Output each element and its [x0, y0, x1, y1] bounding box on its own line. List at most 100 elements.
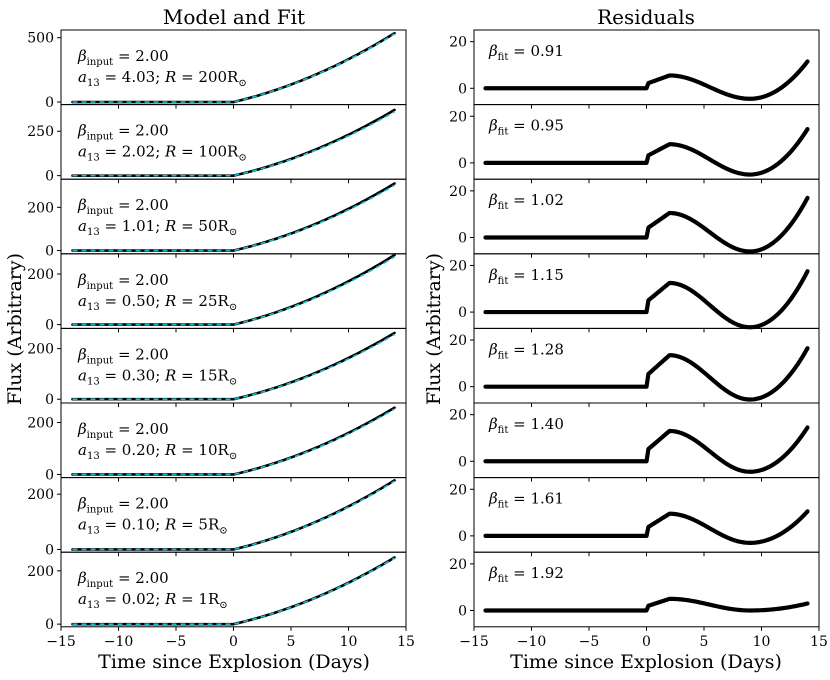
right-panel-1-ytick-label: 20 — [449, 35, 467, 51]
right-panel-6-ytick-label: 0 — [458, 454, 467, 470]
model-fit-panel-2-annotation-line-2: a13 = 2.02; R = 100R⊙ — [78, 143, 247, 164]
left-y-axis-label: Flux (Arbitrary) — [4, 253, 26, 405]
residual-panel-1: 0 20 βfit = 0.91 — [449, 29, 820, 109]
residual-panel-2: 0 20 βfit = 0.95 — [449, 104, 820, 184]
residual-line-3 — [483, 195, 810, 254]
left-panel-8-ytick-label: 200 — [27, 564, 54, 580]
model-fit-panel-8-annotation-line-1: βinput = 2.00 — [77, 569, 169, 590]
residual-line-2 — [483, 126, 810, 177]
left-xtick-label: −15 — [46, 634, 76, 650]
residual-panel-3: 0 20 βfit = 1.02 — [449, 178, 820, 258]
model-fit-panel-6-annotation-line-2: a13 = 0.20; R = 10R⊙ — [78, 441, 237, 462]
model-fit-panel-3-annotation-line-2: a13 = 1.01; R = 50R⊙ — [78, 217, 237, 238]
residual-line-8 — [483, 596, 810, 613]
left-panel-1-ytick-label: 500 — [27, 31, 54, 47]
right-x-axis-label: Time since Explosion (Days) — [510, 651, 782, 673]
fit-line-2 — [72, 111, 395, 177]
model-fit-panel-7-annotation-line-1: βinput = 2.00 — [77, 495, 169, 516]
residual-panel-5-annotation-line-1: βfit = 1.28 — [488, 340, 564, 361]
model-line-2 — [71, 108, 396, 177]
model-line-5 — [71, 331, 396, 401]
model-line-3 — [71, 182, 396, 252]
residual-panel-4-annotation-line-1: βfit = 1.15 — [488, 266, 564, 287]
residual-panel-4: 0 20 βfit = 1.15 — [449, 253, 820, 333]
model-line-8 — [71, 556, 396, 626]
left-panel-8-ytick-label: 0 — [45, 617, 54, 633]
model-fit-panel-3-annotation-line-1: βinput = 2.00 — [77, 196, 169, 217]
right-xtick-label: 15 — [810, 634, 828, 650]
model-line-1 — [71, 31, 396, 104]
residual-panel-7-annotation-line-1: βfit = 1.61 — [488, 490, 564, 511]
left-panel-3-ytick-label: 0 — [45, 244, 54, 260]
model-fit-panel-1-annotation-line-1: βinput = 2.00 — [77, 47, 169, 68]
residual-panel-7: 0 20 βfit = 1.61 — [449, 477, 820, 557]
fit-line-8 — [72, 557, 395, 625]
model-line-4 — [71, 253, 396, 326]
residual-panel-3-annotation-line-1: βfit = 1.02 — [488, 191, 564, 212]
model-line-6 — [71, 406, 396, 476]
right-xtick-label: −15 — [459, 634, 489, 650]
residual-panel-8-annotation-line-1: βfit = 1.92 — [488, 564, 564, 585]
left-panel-3-ytick-label: 200 — [27, 200, 54, 216]
residual-line-1 — [483, 59, 810, 101]
right-panel-6-ytick-label: 20 — [449, 408, 467, 424]
left-panel-5-ytick-label: 200 — [27, 342, 54, 358]
right-xtick-label: −5 — [579, 634, 600, 650]
left-panel-7-ytick-label: 200 — [27, 487, 54, 503]
left-panel-4-ytick-label: 200 — [27, 267, 54, 283]
left-xtick-label: −10 — [104, 634, 134, 650]
right-panel-8-ytick-label: 0 — [458, 603, 467, 619]
fit-line-4 — [72, 256, 395, 326]
fit-line-5 — [72, 333, 395, 401]
right-panel-3-ytick-label: 20 — [449, 184, 467, 200]
right-panel-4-ytick-label: 20 — [449, 258, 467, 274]
left-xtick-label: −5 — [166, 634, 187, 650]
left-xtick-label: 5 — [287, 634, 296, 650]
right-panel-2-ytick-label: 20 — [449, 109, 467, 125]
left-xtick-label: 15 — [397, 634, 415, 650]
left-panel-6-ytick-label: 0 — [45, 467, 54, 483]
right-xtick-label: −10 — [517, 634, 547, 650]
left-panel-7-ytick-label: 0 — [45, 542, 54, 558]
left-xtick-label: 10 — [340, 634, 358, 650]
right-panel-3-ytick-label: 0 — [458, 230, 467, 246]
right-panel-4-ytick-label: 0 — [458, 305, 467, 321]
residual-panel-8: 0 20 −15 −10 −5 0 5 10 15 βfit = 1.92 — [449, 551, 828, 650]
right-panel-8-ytick-label: 20 — [449, 557, 467, 573]
residual-panel-2-annotation-line-1: βfit = 0.95 — [488, 117, 564, 138]
left-panel-5-ytick-label: 0 — [45, 392, 54, 408]
right-xtick-label: 0 — [642, 634, 651, 650]
model-fit-panel-4-annotation-line-2: a13 = 0.50; R = 25R⊙ — [78, 292, 237, 313]
model-fit-panel-6-annotation-line-1: βinput = 2.00 — [77, 420, 169, 441]
right-y-axis-label: Flux (Arbitrary) — [423, 253, 445, 405]
right-panel-1-ytick-label: 0 — [458, 81, 467, 97]
residual-line-5 — [483, 346, 810, 402]
model-fit-panel-5-annotation-line-2: a13 = 0.30; R = 15R⊙ — [78, 366, 237, 387]
residual-panel-6: 0 20 βfit = 1.40 — [449, 402, 820, 482]
right-panel-2-ytick-label: 0 — [458, 156, 467, 172]
model-fit-panel-5-annotation-line-1: βinput = 2.00 — [77, 345, 169, 366]
residual-panel-1-annotation-line-1: βfit = 0.91 — [488, 42, 564, 63]
left-panel-1-ytick-label: 0 — [45, 95, 54, 111]
fit-line-3 — [72, 184, 395, 252]
right-xtick-label: 10 — [753, 634, 771, 650]
left-panel-2-ytick-label: 0 — [45, 169, 54, 185]
fit-line-6 — [72, 408, 395, 476]
residual-panel-6-annotation-line-1: βfit = 1.40 — [488, 415, 564, 436]
model-fit-panel-7-annotation-line-2: a13 = 0.10; R = 5R⊙ — [78, 516, 228, 537]
left-panel-6-ytick-label: 200 — [27, 415, 54, 431]
residual-line-7 — [483, 509, 810, 545]
model-fit-panel-8-annotation-line-2: a13 = 0.02; R = 1R⊙ — [78, 590, 228, 611]
left-panel-4-ytick-label: 0 — [45, 318, 54, 334]
model-fit-panel-2-annotation-line-1: βinput = 2.00 — [77, 122, 169, 143]
